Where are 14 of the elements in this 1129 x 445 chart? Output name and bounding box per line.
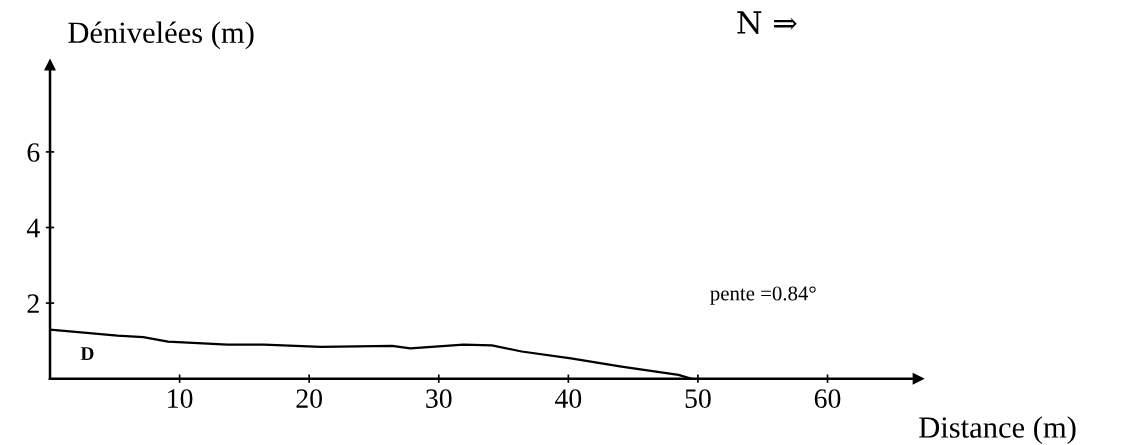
x-tick-label: 50 — [685, 389, 711, 408]
x-axis-title: Distance (m) — [919, 416, 1076, 445]
x-tick-label: 10 — [168, 389, 193, 408]
x-tick-label: 60 — [814, 389, 841, 408]
y-axis-title: Dénivelées (m) — [68, 21, 254, 50]
x-tick-label: 30 — [426, 389, 452, 408]
annotation: pente =0.84° — [710, 286, 816, 305]
annotation: D — [80, 347, 94, 360]
x-tick-label: 40 — [555, 389, 582, 408]
y-tick-label: 2 — [27, 294, 39, 313]
text: N ⇒ — [737, 11, 797, 35]
y-tick-label: 4 — [26, 218, 40, 238]
x-tick-label: 20 — [296, 389, 323, 408]
y-tick-label: 6 — [27, 143, 40, 162]
